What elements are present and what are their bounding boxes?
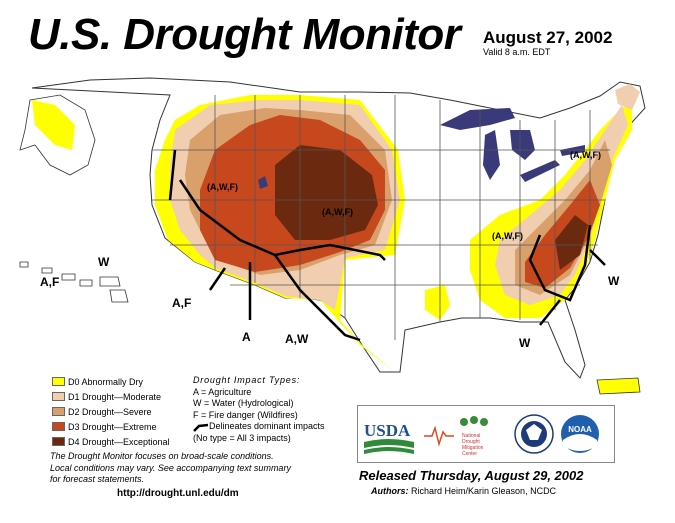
inset-label-northeast: (A,W,F) (570, 150, 601, 160)
legend-item-d2: D2 Drought—Severe (52, 404, 170, 419)
release-date: Released Thursday, August 29, 2002 (359, 468, 584, 483)
logo-strip: USDA National Drought Mitigation Center … (364, 414, 599, 457)
impact-delineation-row: Delineates dominant impacts (193, 421, 325, 433)
legend-item-d3: D3 Drought—Extreme (52, 419, 170, 434)
legend-swatch-d3 (52, 422, 65, 431)
impact-label-texas-aw: A,W (285, 332, 309, 346)
impact-label-south-a: A (242, 330, 251, 344)
noaa-logo: NOAA (561, 415, 599, 453)
d1-northeast (615, 84, 640, 110)
legend-label-d4: D4 Drought—Exceptional (68, 436, 170, 447)
legend-swatch-d2 (52, 407, 65, 416)
d4-areas (275, 145, 588, 270)
legend-item-d1: D1 Drought—Moderate (52, 389, 170, 404)
legend-swatch-d0 (52, 377, 65, 386)
impact-label-southeast-w: W (519, 336, 531, 350)
drought-legend: D0 Abnormally Dry D1 Drought—Moderate D2… (52, 374, 170, 449)
ndmc-line-1: National (462, 433, 480, 439)
usda-logo: USDA (364, 421, 414, 454)
impact-agriculture: A = Agriculture (193, 386, 252, 397)
impact-label-hawaii-af: A,F (40, 275, 60, 289)
legend-label-d2: D2 Drought—Severe (68, 406, 152, 417)
authors-line: Authors: Richard Heim/Karin Gleason, NCD… (371, 486, 556, 496)
partner-logos: USDA National Drought Mitigation Center … (357, 405, 615, 463)
impact-types-key: Drought Impact Types: A = Agriculture W … (193, 375, 325, 444)
legend-swatch-d4 (52, 437, 65, 446)
great-salt-lake (258, 176, 268, 189)
disclaimer-note: The Drought Monitor focuses on broad-sca… (50, 451, 355, 486)
inset-label-plains: (A,W,F) (322, 207, 353, 217)
hawaii-inset (19, 261, 129, 303)
usda-text: USDA (364, 421, 411, 440)
website-url[interactable]: http://drought.unl.edu/dm (117, 488, 239, 499)
valid-time: Valid 8 a.m. EDT (483, 47, 551, 57)
lake-huron (510, 130, 535, 160)
impact-fire: F = Fire danger (Wildfires) (193, 409, 298, 420)
ndmc-logo: National Drought Mitigation Center (460, 416, 488, 457)
authors-label: Authors: (371, 486, 409, 496)
ndmc-line-2: Drought (462, 439, 480, 445)
lake-erie (520, 160, 560, 182)
doc-seal-icon (514, 414, 554, 454)
ndmc-pulse-icon (424, 425, 454, 447)
impact-label-hawaii-w: W (98, 255, 110, 269)
legend-label-d3: D3 Drought—Extreme (68, 421, 157, 432)
lake-superior (440, 108, 515, 130)
puerto-rico-inset (596, 377, 641, 395)
legend-label-d1: D1 Drought—Moderate (68, 391, 162, 402)
d4-southeast (555, 215, 588, 270)
note-line-3: for forecast statements. (50, 474, 145, 484)
legend-label-d0: D0 Abnormally Dry (68, 376, 144, 387)
ndmc-line-3: Mitigation (462, 445, 484, 451)
impact-label-southwest-af: A,F (172, 296, 192, 310)
d4-colorado (275, 145, 378, 240)
d0-puerto-rico (597, 378, 640, 394)
lake-ontario (560, 145, 585, 156)
impact-lines (168, 149, 606, 342)
great-lakes (258, 108, 585, 189)
authors-names: Richard Heim/Karin Gleason, NCDC (411, 486, 557, 496)
legend-item-d0: D0 Abnormally Dry (52, 374, 170, 389)
impact-no-type: (No type = All 3 impacts) (193, 432, 291, 443)
impact-label-east-w: W (608, 274, 620, 288)
state-lines (152, 95, 610, 340)
d0-southeast (425, 285, 450, 320)
impact-water: W = Water (Hydrological) (193, 398, 294, 408)
note-line-2: Local conditions may vary. See accompany… (50, 462, 291, 473)
ndmc-line-4: Center (462, 451, 477, 457)
map-date: August 27, 2002 (483, 28, 613, 47)
legend-swatch-d1 (52, 392, 65, 401)
impact-delineates: Delineates dominant impacts (209, 421, 325, 431)
noaa-text: NOAA (568, 425, 592, 434)
map-title: U.S. Drought Monitor (28, 10, 461, 59)
inset-label-west: (A,W,F) (207, 182, 238, 192)
legend-item-d4: D4 Drought—Exceptional (52, 434, 170, 449)
impact-types-title: Drought Impact Types: (193, 375, 301, 385)
inset-label-southeast: (A,W,F) (492, 231, 523, 241)
delineation-line-icon (193, 423, 209, 432)
alaska-d0 (32, 100, 75, 150)
lake-michigan (483, 130, 500, 180)
note-line-1: The Drought Monitor focuses on broad-sca… (50, 451, 274, 461)
